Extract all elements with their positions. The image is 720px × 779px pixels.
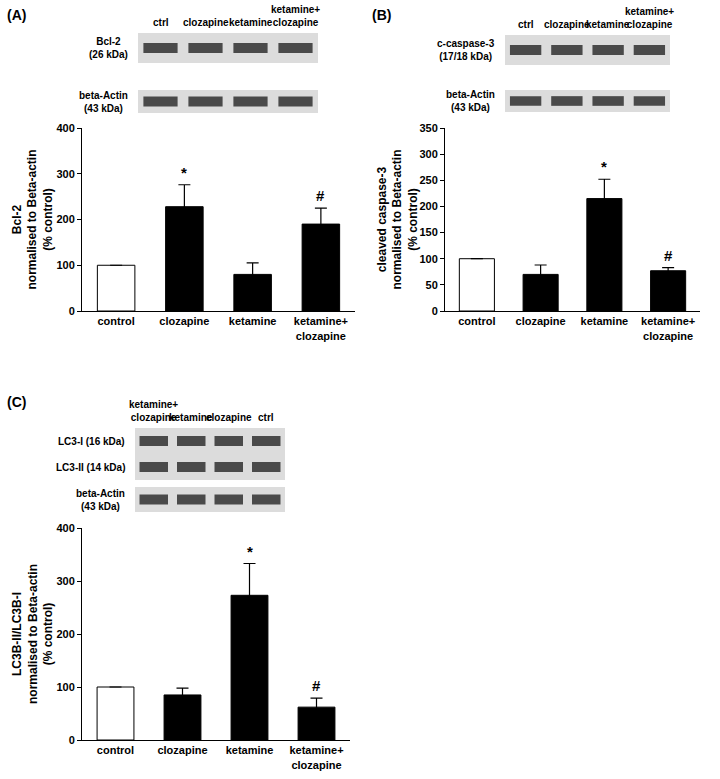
svg-text:ketamine+clozapine: ketamine+clozapine — [625, 6, 674, 30]
svg-text:300: 300 — [56, 575, 74, 587]
svg-text:400: 400 — [56, 522, 74, 534]
svg-text:ketamine: ketamine — [169, 412, 213, 423]
svg-text:ketamine+clozapine: ketamine+clozapine — [289, 744, 343, 770]
svg-text:clozapine: clozapine — [516, 315, 566, 327]
svg-text:350: 350 — [419, 122, 437, 134]
svg-text:ketamine+clozapine: ketamine+clozapine — [294, 315, 348, 341]
svg-text:c-caspase-3(17/18 kDa): c-caspase-3(17/18 kDa) — [437, 38, 495, 62]
svg-text:250: 250 — [419, 174, 437, 186]
svg-text:beta-Actin(43 kDa): beta-Actin(43 kDa) — [76, 488, 125, 512]
svg-text:200: 200 — [419, 200, 437, 212]
svg-text:0: 0 — [69, 734, 75, 746]
svg-text:50: 50 — [426, 279, 438, 291]
svg-text:Bcl-2(26 kDa): Bcl-2(26 kDa) — [89, 36, 128, 60]
svg-text:100: 100 — [56, 259, 74, 271]
svg-text:(C): (C) — [7, 394, 26, 410]
svg-text:cleaved caspase-3normalised to: cleaved caspase-3normalised to Beta-acti… — [375, 149, 420, 289]
svg-text:ketamine: ketamine — [586, 19, 630, 30]
svg-text:clozapine: clozapine — [544, 19, 590, 30]
svg-text:ketamine+clozapine: ketamine+clozapine — [641, 315, 695, 341]
svg-text:200: 200 — [56, 628, 74, 640]
svg-text:ketamine+clozapine: ketamine+clozapine — [129, 399, 178, 423]
svg-text:0: 0 — [69, 305, 75, 317]
svg-text:200: 200 — [56, 213, 74, 225]
svg-text:LC3B-II/LC3B-Inormalised to Be: LC3B-II/LC3B-Inormalised to Beta-actin(%… — [10, 564, 55, 704]
svg-text:400: 400 — [56, 122, 74, 134]
svg-text:ctrl: ctrl — [258, 412, 274, 423]
svg-text:clozapine: clozapine — [206, 412, 252, 423]
svg-text:#: # — [312, 677, 321, 694]
svg-text:*: * — [181, 164, 187, 181]
svg-text:ketamine: ketamine — [226, 744, 274, 756]
svg-text:(A): (A) — [7, 7, 26, 23]
svg-text:ketamine: ketamine — [229, 17, 273, 28]
svg-text:300: 300 — [56, 168, 74, 180]
svg-text:LC3-II (14 kDa): LC3-II (14 kDa) — [56, 462, 125, 473]
svg-text:*: * — [247, 543, 253, 560]
svg-text:ketamine: ketamine — [581, 315, 629, 327]
svg-text:ketamine+clozapine: ketamine+clozapine — [271, 4, 320, 28]
svg-text:beta-Actin(43 kDa): beta-Actin(43 kDa) — [79, 90, 128, 114]
svg-text:100: 100 — [56, 681, 74, 693]
svg-text:#: # — [316, 187, 325, 204]
svg-text:beta-Actin(43 kDa): beta-Actin(43 kDa) — [446, 89, 495, 113]
svg-text:150: 150 — [419, 226, 437, 238]
svg-text:Bcl-2normalised to Beta-actin(: Bcl-2normalised to Beta-actin(% control) — [10, 149, 55, 289]
svg-text:0: 0 — [432, 305, 438, 317]
svg-text:control: control — [97, 315, 134, 327]
svg-text:LC3-I (16 kDa): LC3-I (16 kDa) — [58, 436, 125, 447]
svg-text:#: # — [664, 247, 673, 264]
svg-text:300: 300 — [419, 148, 437, 160]
svg-text:clozapine: clozapine — [183, 17, 229, 28]
svg-text:ketamine: ketamine — [229, 315, 277, 327]
svg-text:control: control — [458, 315, 495, 327]
svg-text:clozapine: clozapine — [157, 744, 207, 756]
svg-text:control: control — [97, 744, 134, 756]
svg-text:ctrl: ctrl — [153, 17, 169, 28]
svg-text:100: 100 — [419, 253, 437, 265]
svg-text:(B): (B) — [372, 7, 391, 23]
svg-text:ctrl: ctrl — [518, 19, 534, 30]
svg-text:*: * — [601, 158, 607, 175]
svg-text:clozapine: clozapine — [159, 315, 209, 327]
